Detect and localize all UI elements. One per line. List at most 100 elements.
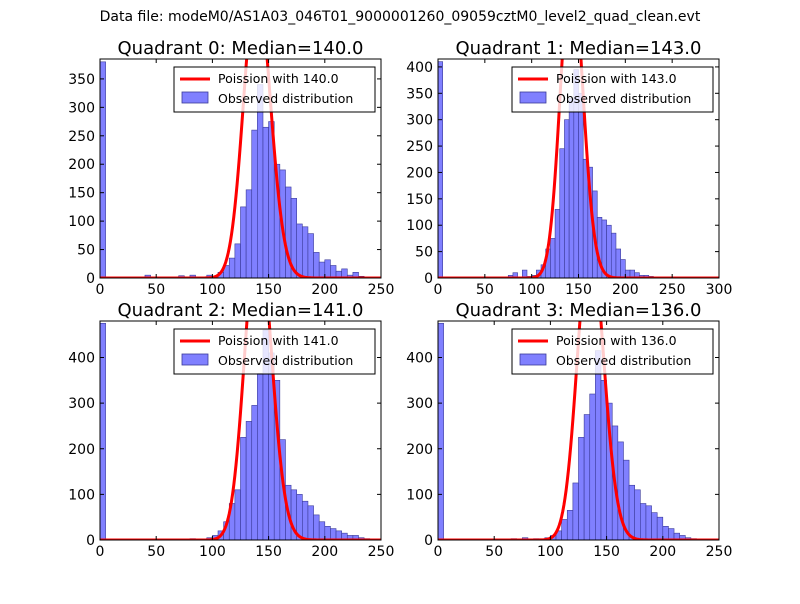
x-tick-label: 100 <box>199 282 226 298</box>
histogram-bar <box>656 516 664 540</box>
histogram-bar <box>302 226 309 278</box>
subplot-title: Quadrant 2: Median=141.0 <box>118 300 364 321</box>
y-tick-label: 150 <box>406 192 433 208</box>
legend-bar-swatch <box>181 353 209 366</box>
histogram-bar <box>341 268 348 278</box>
axes-frame <box>437 320 720 541</box>
histogram-bar <box>583 414 591 540</box>
y-tick-label: 300 <box>68 396 95 412</box>
x-tick-label: 200 <box>649 544 676 560</box>
legend: Poission with 141.0 Observed distribution <box>173 328 376 375</box>
x-tick-label: 50 <box>147 282 165 298</box>
histogram-bar <box>662 526 669 540</box>
plot-area-0 <box>100 59 381 278</box>
y-tick-label: 200 <box>68 157 95 173</box>
histogram-bar <box>610 232 617 278</box>
histogram-bar <box>640 503 647 540</box>
x-tick-label: 150 <box>593 544 620 560</box>
y-tick-label: 0 <box>86 271 95 287</box>
y-tick-label: 400 <box>406 60 433 76</box>
y-tick-label: 300 <box>406 396 433 412</box>
y-tick-label: 100 <box>406 218 433 234</box>
histogram-bar <box>324 526 331 540</box>
axes-frame <box>99 320 382 541</box>
poisson-curve <box>100 321 381 540</box>
x-tick-label: 50 <box>147 544 165 560</box>
histogram-bar <box>324 259 331 278</box>
histogram-bar <box>245 421 253 540</box>
histogram-bar <box>100 322 106 540</box>
legend-line-label: Poission with 136.0 <box>556 333 677 348</box>
plot-area-1 <box>438 59 719 278</box>
x-tick-label: 250 <box>368 544 395 560</box>
x-tick-label: 50 <box>476 282 494 298</box>
histogram-bar <box>228 257 236 278</box>
legend-bar-label: Observed distribution <box>556 353 691 368</box>
histogram-bar <box>438 61 443 278</box>
y-tick-label: 250 <box>68 129 95 145</box>
legend-frame <box>173 66 376 113</box>
y-tick-label: 100 <box>406 487 433 503</box>
legend-bar-swatch <box>519 353 547 366</box>
histogram-bar <box>307 233 314 278</box>
histogram-bar <box>240 206 247 278</box>
subplot-title: Quadrant 1: Median=143.0 <box>456 38 702 59</box>
histogram-bar <box>307 505 314 540</box>
histogram-bar <box>262 126 269 278</box>
histogram-bar <box>572 482 579 540</box>
y-tick-label: 0 <box>86 533 95 549</box>
histogram-bar <box>561 519 568 540</box>
histogram-bar <box>257 373 264 540</box>
histogram-bar <box>330 528 337 540</box>
histogram-bar <box>330 265 337 278</box>
y-tick-label: 0 <box>424 533 433 549</box>
histogram-bar <box>564 119 570 278</box>
legend-line-label: Poission with 140.0 <box>218 71 339 86</box>
y-tick-label: 0 <box>424 271 433 287</box>
histogram-bar <box>251 405 258 540</box>
legend-bar-label: Observed distribution <box>556 91 691 106</box>
x-tick-label: 100 <box>518 282 545 298</box>
legend-bar-label: Observed distribution <box>218 353 353 368</box>
subplot-title: Quadrant 3: Median=136.0 <box>456 300 702 321</box>
subplot-2: 0 50 100 150 200 250 0 100 200 300 400 Quadrant 2: … <box>68 300 395 560</box>
legend: Poission with 140.0 Observed distribution <box>173 66 376 113</box>
x-tick-label: 100 <box>537 544 564 560</box>
histogram-bar <box>645 505 652 540</box>
histogram-bar <box>296 223 303 278</box>
legend: Poission with 136.0 Observed distribution <box>511 328 714 375</box>
histogram-bar <box>521 269 528 278</box>
histogram-bar <box>628 484 636 540</box>
y-tick-label: 200 <box>406 442 433 458</box>
poisson-curve <box>100 59 381 278</box>
histogram-bar <box>566 510 574 540</box>
subplot-1: 0 50 100 150 200 250 300 0 50 100 150 200 250 300 350 4… <box>406 38 732 298</box>
histogram-bar <box>438 322 444 540</box>
legend-bar-swatch <box>181 91 209 104</box>
histogram-bar <box>313 252 320 278</box>
histogram-bar <box>568 98 575 278</box>
plot-area-2 <box>100 321 381 540</box>
histogram-bar <box>554 209 561 278</box>
subplot-title: Quadrant 0: Median=140.0 <box>118 38 364 59</box>
histogram-bar <box>578 437 585 540</box>
figure-suptitle: Data file: modeM0/AS1A03_046T01_90000012… <box>99 9 701 25</box>
histogram-bar <box>606 224 612 278</box>
histogram-bar <box>595 350 602 540</box>
x-tick-label: 200 <box>311 282 338 298</box>
y-tick-label: 200 <box>406 165 433 181</box>
histogram-bar <box>318 261 326 278</box>
legend-line-label: Poission with 141.0 <box>218 333 339 348</box>
legend-frame <box>173 328 376 375</box>
y-tick-label: 50 <box>415 245 433 261</box>
y-tick-label: 100 <box>68 487 95 503</box>
x-tick-label: 150 <box>565 282 592 298</box>
y-tick-label: 400 <box>406 351 433 367</box>
histogram-bar <box>234 243 241 278</box>
histogram-bar <box>240 437 247 540</box>
axes-frame <box>99 58 382 279</box>
legend-bar-swatch <box>519 91 547 104</box>
y-tick-label: 400 <box>68 351 95 367</box>
y-tick-label: 100 <box>68 214 95 230</box>
